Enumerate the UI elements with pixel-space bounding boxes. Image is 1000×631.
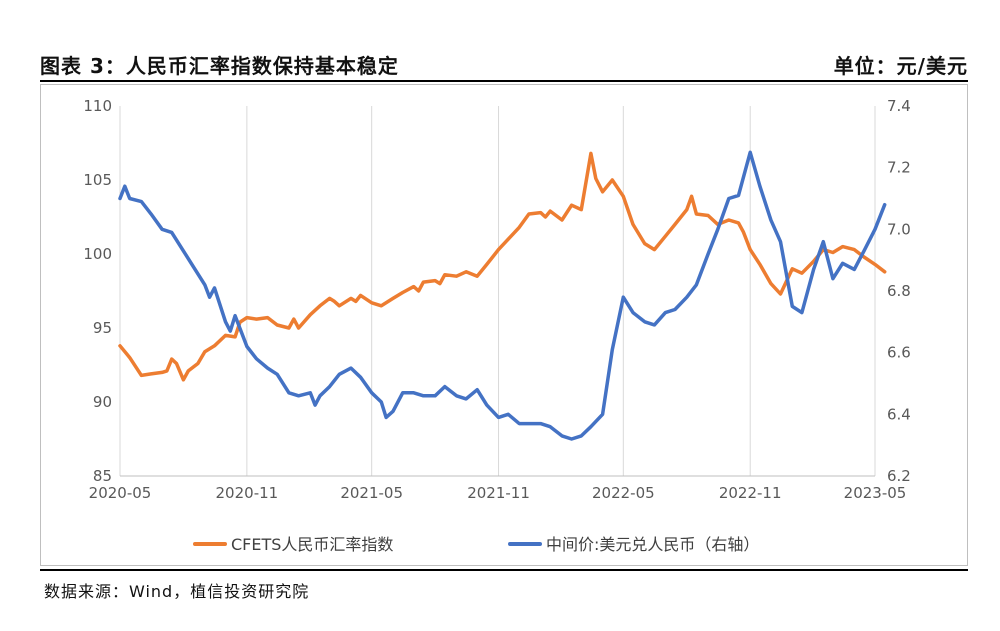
x-tick-label: 2022-05 — [592, 484, 655, 502]
x-tick-label: 2020-05 — [89, 484, 152, 502]
line-chart: 2020-05 2020-11 2021-05 2021-11 2022-05 2022-… — [83, 97, 911, 554]
y-right-tick-label: 7.4 — [887, 97, 911, 115]
y-left-tick-label: 95 — [93, 319, 112, 337]
source-note: 数据来源：Wind，植信投资研究院 — [44, 582, 310, 601]
series-line-2 — [118, 150, 887, 441]
y-left-tick-label: 90 — [93, 393, 112, 411]
chart-frame — [40, 84, 968, 566]
y-right-tick-label: 6.2 — [887, 467, 911, 485]
x-tick-label: 2021-05 — [340, 484, 403, 502]
bottom-rule — [40, 569, 968, 571]
y-left-tick-label: 85 — [93, 467, 112, 485]
y-left-tick-label: 100 — [83, 245, 112, 263]
chart-title: 图表 3：人民币汇率指数保持基本稳定 — [40, 54, 399, 78]
top-rule — [40, 80, 968, 82]
series-line-1 — [118, 151, 887, 382]
legend-label-1: CFETS人民币汇率指数 — [231, 535, 393, 554]
y-left-tick-label: 105 — [83, 171, 112, 189]
chart-header: 图表 3：人民币汇率指数保持基本稳定 单位：元/美元 — [40, 46, 968, 80]
legend-label-2: 中间价:美元兑人民币（右轴） — [546, 535, 759, 554]
x-tick-label: 2022-11 — [719, 484, 782, 502]
y-right-tick-label: 6.6 — [887, 344, 911, 362]
y-right-tick-label: 7.0 — [887, 220, 911, 238]
unit-label: 单位：元/美元 — [833, 54, 968, 78]
x-tick-label: 2020-11 — [216, 484, 279, 502]
y-left-tick-label: 110 — [83, 97, 112, 115]
y-right-tick-label: 7.2 — [887, 159, 911, 177]
x-tick-label: 2023-05 — [844, 484, 907, 502]
y-right-tick-label: 6.4 — [887, 405, 911, 423]
y-right-tick-label: 6.8 — [887, 282, 911, 300]
x-tick-label: 2021-11 — [467, 484, 530, 502]
